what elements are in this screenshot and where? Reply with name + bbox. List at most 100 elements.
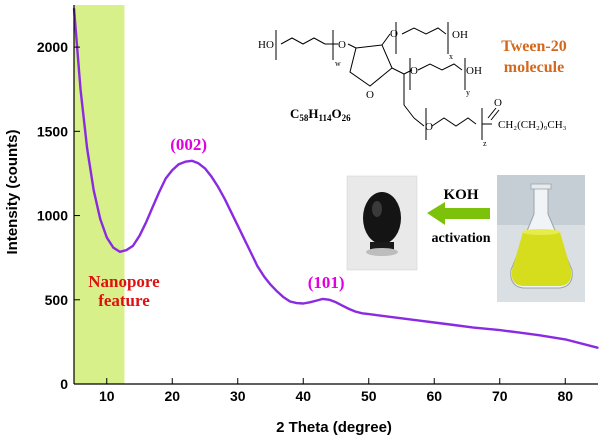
sub-y-label: y (466, 88, 470, 97)
ring-o-label: O (338, 39, 346, 51)
xrd-data-point (282, 296, 285, 299)
y-tick-label: 1500 (37, 123, 68, 139)
xrd-data-point (243, 238, 246, 240)
xrd-data-point (171, 169, 174, 171)
molecular-formula: C58H114O26 (290, 106, 351, 123)
xrd-data-point (230, 211, 232, 213)
oh-y-label: OH (466, 65, 482, 77)
xrd-data-point (263, 275, 265, 277)
xrd-data-point (302, 302, 305, 305)
xrd-data-point (309, 301, 311, 304)
xrd-data-point (597, 346, 599, 349)
o-x-label: O (390, 28, 398, 40)
xrd-data-point (223, 197, 226, 200)
xrd-data-point (197, 162, 200, 165)
xrd-data-point (256, 265, 259, 267)
xrd-data-point (250, 251, 252, 254)
sub-z-label: z (483, 139, 487, 148)
xrd-data-point (348, 308, 350, 310)
xrd-data-point (112, 246, 115, 249)
xrd-data-point (518, 331, 521, 334)
xrd-data-point (538, 334, 540, 336)
xrd-data-point (92, 189, 95, 192)
tween-label-line2: molecule (504, 59, 564, 76)
nanopore-highlight-region (74, 5, 125, 384)
xrd-data-point (341, 304, 344, 307)
xrd-data-point (132, 245, 134, 247)
series-layer (72, 7, 599, 349)
activation-arrow-icon (427, 202, 490, 225)
sub-w-label: w (335, 59, 341, 68)
y-tick-label: 2000 (37, 39, 68, 55)
x-axis-label: 2 Theta (degree) (276, 419, 392, 436)
xrd-data-point (381, 314, 383, 317)
xrd-data-point (164, 177, 167, 180)
xrd-data-point (210, 176, 213, 178)
o-z-label: O (425, 121, 433, 133)
xrd-data-point (191, 160, 193, 162)
xrd-data-point (335, 301, 337, 304)
xrd-data-point (295, 302, 298, 304)
x-tick-label: 60 (426, 388, 442, 404)
peak-label-002: (002) (170, 135, 207, 154)
xrd-data-point (328, 298, 331, 301)
sub-x-label: x (449, 52, 453, 61)
xrd-data-point (564, 338, 567, 341)
xrd-data-point (315, 299, 318, 302)
xrd-data-point (433, 321, 436, 324)
xrd-data-point (217, 186, 219, 188)
y-tick-label: 1000 (37, 208, 68, 224)
xrd-data-point (178, 163, 180, 165)
nanopore-label-line2: feature (98, 291, 150, 310)
y-tick-label: 0 (60, 376, 68, 392)
xrd-data-point (105, 236, 108, 239)
x-tick-label: 10 (99, 388, 115, 404)
nanopore-label-line1: Nanopore (88, 272, 160, 291)
chain-label: CH₂(CH₂)₉CH₃ (498, 119, 567, 131)
x-tick-label: 50 (361, 388, 377, 404)
xrd-data-point (119, 250, 121, 253)
xrd-data-point (99, 218, 101, 220)
xrd-data-point (125, 249, 128, 251)
xrd-data-point (79, 88, 82, 91)
ho-label: HO (258, 39, 274, 51)
xrd-data-point (289, 300, 291, 303)
xrd-data-point (151, 206, 154, 208)
oh-x-label: OH (452, 29, 468, 41)
y-axis-label: Intensity (counts) (4, 129, 21, 254)
xrd-data-point (276, 290, 278, 293)
xrd-data-point (138, 234, 141, 237)
xrd-data-point (269, 283, 272, 286)
tween20-structure (275, 22, 500, 140)
xrd-data-point (354, 310, 357, 313)
xrd-data-point (367, 313, 370, 315)
xrd-data-point (204, 167, 206, 170)
peak-label-101: (101) (308, 273, 345, 292)
xrd-data-point (184, 160, 187, 163)
xrd-data-point (145, 221, 147, 224)
xrd-data-point (322, 298, 324, 300)
xrd-data-point (361, 312, 364, 315)
tick-layer: 10 20 30 40 50 60 70 80 0 500 1000 1500 2000 (37, 39, 573, 404)
carbon-powder-photo (346, 175, 418, 271)
activation-label: activation (431, 231, 490, 246)
y-tick-label: 500 (45, 292, 69, 308)
xrd-data-point (420, 320, 422, 322)
koh-label: KOH (443, 187, 478, 203)
tween20-flask-photo (497, 175, 585, 302)
xrd-data-point (453, 324, 455, 326)
x-tick-label: 40 (295, 388, 311, 404)
ester-o-label: O (494, 97, 502, 109)
tween20-structure-labels: HO O w O O x OH O y OH O z O CH₂(CH₂)₉CH… (258, 28, 567, 148)
xrd-data-point (472, 326, 475, 329)
ring-o2-label: O (366, 89, 374, 101)
xrd-data-point (86, 147, 88, 149)
xrd-data-point (158, 191, 160, 193)
x-tick-label: 70 (492, 388, 508, 404)
o-y-label: O (410, 65, 418, 77)
x-tick-label: 30 (230, 388, 246, 404)
xrd-data-point (498, 329, 501, 331)
x-tick-label: 80 (557, 388, 573, 404)
xrd-data-point (236, 224, 239, 227)
